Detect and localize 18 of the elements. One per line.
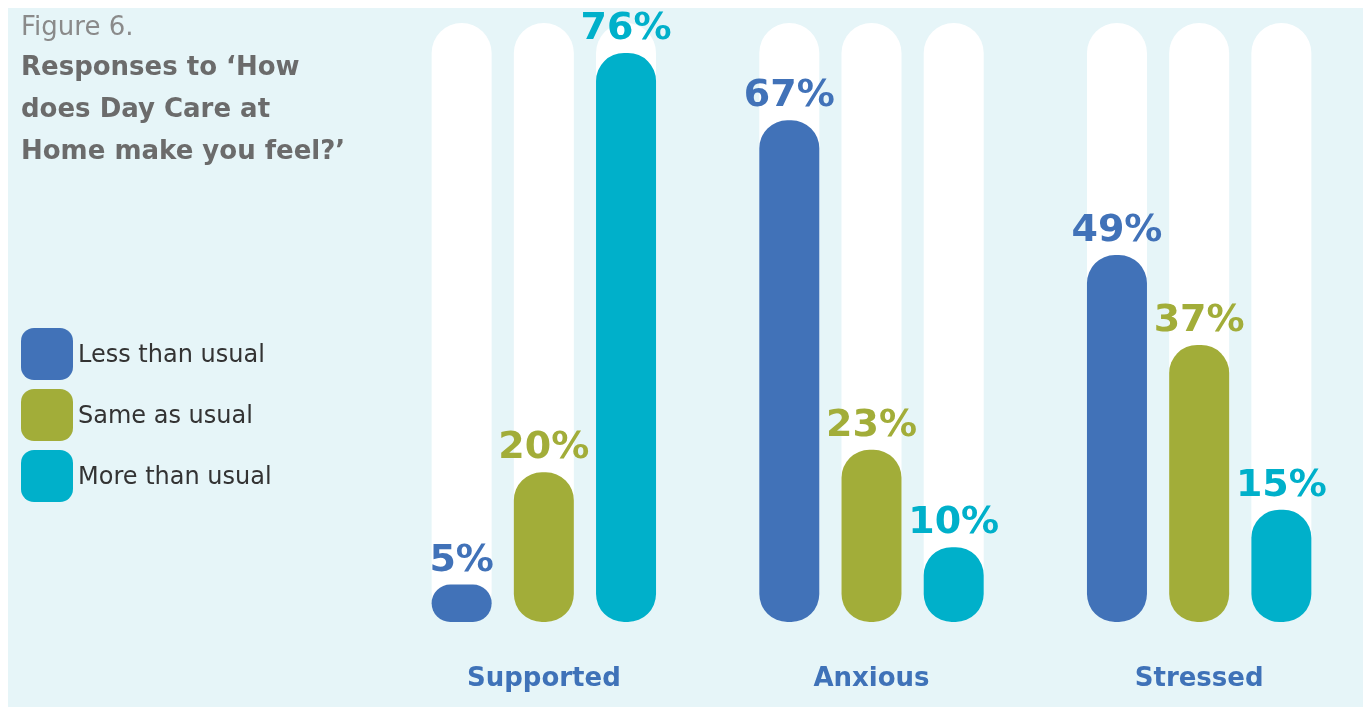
x-tick-label: Anxious — [813, 662, 930, 692]
bar — [841, 449, 902, 622]
data-label: 49% — [1071, 206, 1163, 251]
data-label: 10% — [908, 498, 1000, 543]
legend-label: More than usual — [78, 462, 272, 490]
data-label: 23% — [826, 400, 917, 445]
data-label: 37% — [1153, 295, 1245, 340]
legend-label: Less than usual — [78, 340, 265, 368]
legend-label: Same as usual — [78, 401, 253, 429]
data-label: 5% — [429, 535, 494, 580]
text: Responses to ‘How does Day Care at Home make you feel?’ — [21, 51, 346, 165]
x-tick-label: Stressed — [1134, 662, 1264, 692]
data-label: 76% — [580, 3, 672, 48]
text: Figure 6. — [21, 11, 134, 41]
data-label: 67% — [743, 71, 835, 116]
data-label: 20% — [498, 423, 590, 468]
data-label: 15% — [1235, 460, 1327, 505]
x-tick-label: Supported — [466, 662, 621, 692]
